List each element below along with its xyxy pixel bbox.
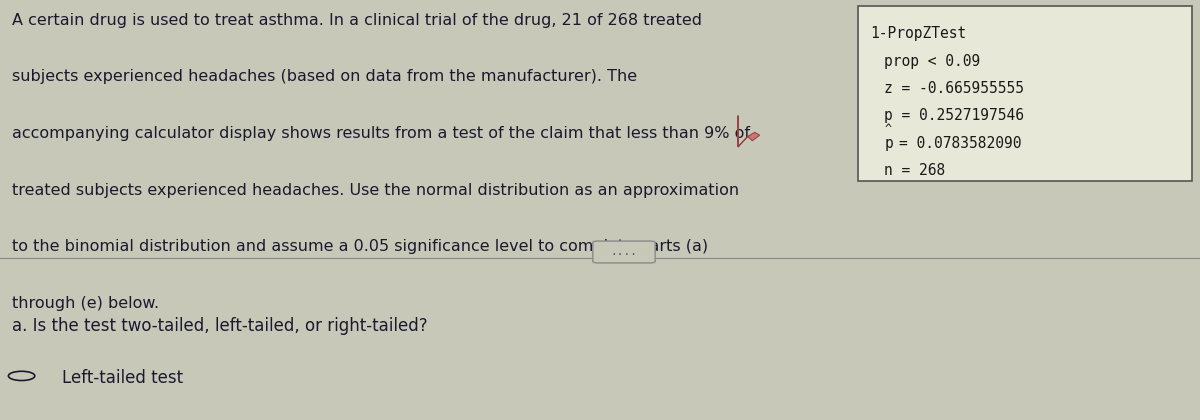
Text: p: p bbox=[884, 136, 893, 151]
Text: ....: .... bbox=[611, 247, 637, 257]
Text: 1-PropZTest: 1-PropZTest bbox=[870, 26, 966, 42]
Text: subjects experienced headaches (based on data from the manufacturer). The: subjects experienced headaches (based on… bbox=[12, 69, 637, 84]
Text: through (e) below.: through (e) below. bbox=[12, 296, 160, 311]
Text: a. Is the test two-tailed, left-tailed, or right-tailed?: a. Is the test two-tailed, left-tailed, … bbox=[12, 317, 427, 335]
Text: p = 0.2527197546: p = 0.2527197546 bbox=[884, 108, 1025, 123]
Text: to the binomial distribution and assume a 0.05 significance level to complete pa: to the binomial distribution and assume … bbox=[12, 239, 708, 255]
Text: A certain drug is used to treat asthma. In a clinical trial of the drug, 21 of 2: A certain drug is used to treat asthma. … bbox=[12, 13, 702, 28]
Polygon shape bbox=[738, 116, 760, 147]
FancyBboxPatch shape bbox=[858, 6, 1192, 181]
Text: Left-tailed test: Left-tailed test bbox=[62, 369, 184, 387]
Text: n = 268: n = 268 bbox=[884, 163, 946, 178]
Text: ^: ^ bbox=[884, 123, 892, 136]
Text: prop < 0.09: prop < 0.09 bbox=[884, 54, 980, 69]
Text: z = -0.665955555: z = -0.665955555 bbox=[884, 81, 1025, 96]
FancyBboxPatch shape bbox=[593, 241, 655, 263]
Text: = 0.0783582090: = 0.0783582090 bbox=[899, 136, 1021, 151]
Text: accompanying calculator display shows results from a test of the claim that less: accompanying calculator display shows re… bbox=[12, 126, 750, 141]
Text: treated subjects experienced headaches. Use the normal distribution as an approx: treated subjects experienced headaches. … bbox=[12, 183, 739, 198]
